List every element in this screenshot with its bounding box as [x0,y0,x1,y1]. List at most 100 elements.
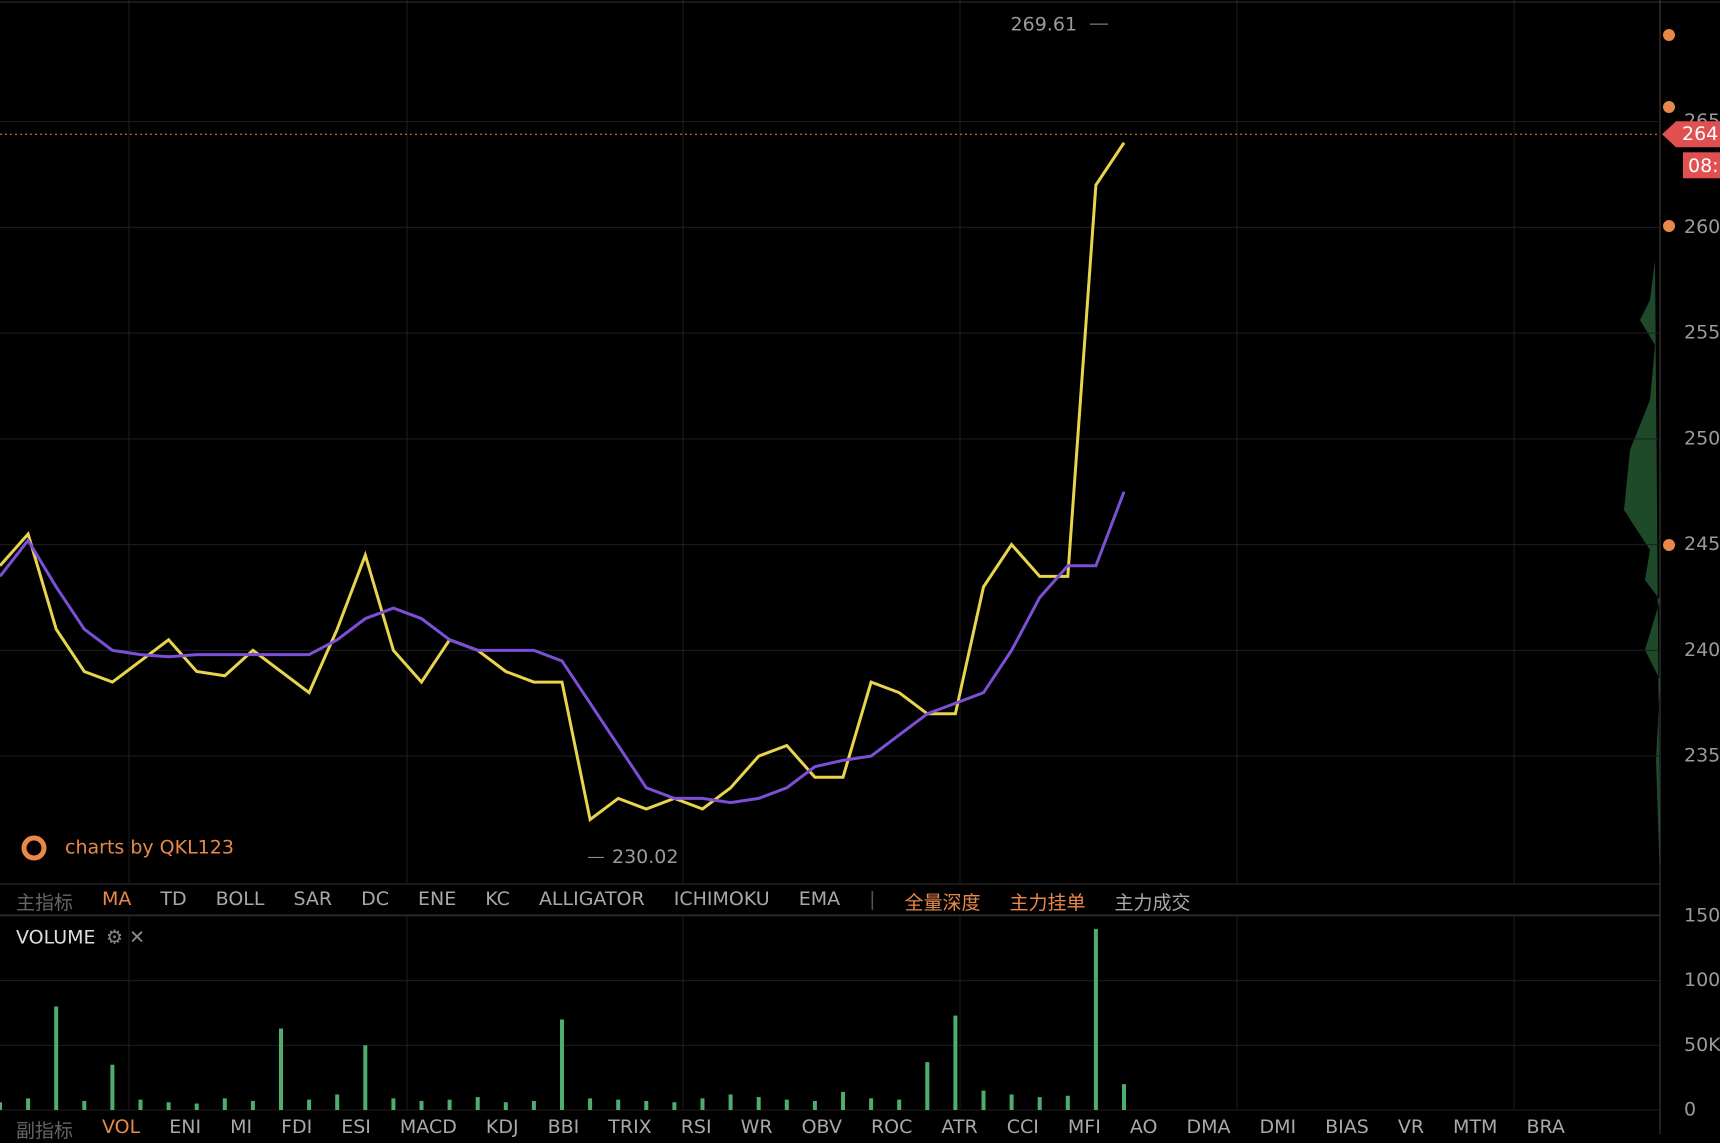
indicator-tab[interactable]: BOLL [215,888,265,910]
indicator-tab[interactable]: ESI [341,1116,371,1138]
volume-bar [279,1028,283,1110]
volume-title: VOLUME [16,927,96,949]
y-tick-label: 100K [1684,969,1720,991]
volume-bar [784,1099,789,1110]
indicator-tab[interactable]: EMA [798,888,841,910]
volume-bar [1037,1097,1042,1110]
indicator-tab[interactable]: ATR [941,1116,978,1138]
volume-bar [307,1099,312,1110]
y-tick-label: 250 [1684,427,1720,449]
indicator-tab[interactable]: 主力成交 [1114,892,1191,914]
y-tick-label: 240 [1684,639,1720,661]
indicator-tab[interactable]: VOL [102,1116,141,1138]
volume-bar [812,1100,817,1110]
y-tick-label: 260 [1684,216,1720,238]
volume-bar [26,1098,31,1110]
y-tick-label: 150K [1684,905,1720,927]
indicator-tab[interactable]: ENI [169,1116,202,1138]
indicator-tab[interactable]: BIAS [1325,1116,1369,1138]
indicator-tab[interactable]: MI [230,1116,253,1138]
indicator-tab[interactable]: FDI [281,1116,313,1138]
volume-bar [925,1062,930,1110]
volume-bar [728,1094,733,1110]
indicator-tab[interactable]: BRA [1526,1116,1565,1138]
volume-bar [841,1091,845,1110]
indicator-tab[interactable]: CCI [1006,1116,1039,1138]
y-tick-label: 50K [1684,1034,1720,1056]
volume-bar [363,1045,368,1110]
volume-bar [335,1094,340,1110]
indicator-tab[interactable]: VR [1397,1116,1425,1138]
volume-bar [250,1100,255,1110]
settings-icon[interactable]: ⚙ ✕ [106,927,145,949]
indicator-tab[interactable]: SAR [293,888,333,910]
volume-bar [1093,928,1098,1110]
indicator-tab[interactable]: KC [485,888,510,910]
volume-bar [672,1102,677,1110]
indicator-tab[interactable]: DMA [1186,1116,1231,1138]
volume-bar [222,1098,227,1110]
indicator-tab[interactable]: ICHIMOKU [673,888,770,910]
volume-bar [475,1097,480,1110]
indicator-tab[interactable]: 主力挂单 [1009,892,1086,914]
volume-bar [110,1064,115,1110]
indicator-tab[interactable]: DC [361,888,390,910]
volume-bar [616,1099,621,1110]
volume-bar [82,1100,87,1110]
watermark-logo [21,835,47,861]
volume-bar [194,1103,199,1110]
price-badge-label: 264 [1682,123,1718,145]
y-tick-label: 255 [1684,322,1720,344]
indicator-tab[interactable]: 副指标 [16,1120,74,1142]
volume-bar [897,1099,902,1110]
indicator-tab[interactable]: ALLIGATOR [538,888,645,910]
indicator-tab[interactable]: OBV [801,1116,842,1138]
volume-bar [447,1099,452,1110]
volume-bar [981,1090,986,1110]
indicator-tab[interactable]: KDJ [485,1116,519,1138]
indicator-tab[interactable]: 主指标 [16,892,74,914]
volume-bar [869,1098,874,1110]
volume-bar [644,1100,649,1110]
y-tick-label: 245 [1684,533,1720,555]
y-tick-label: 0 [1684,1099,1696,1121]
indicator-tab[interactable]: 全量深度 [904,892,981,914]
indicator-tab[interactable]: TD [160,888,187,910]
indicator-tab[interactable]: TRIX [608,1116,652,1138]
depth-shape [1624,260,1660,880]
volume-bar [588,1098,593,1110]
volume-bar [391,1098,396,1110]
indicator-tab[interactable]: RSI [680,1116,712,1138]
volume-bar [1009,1094,1014,1110]
volume-bar [953,1015,958,1110]
indicator-tab[interactable]: MFI [1067,1116,1101,1138]
indicator-tab[interactable]: WR [740,1116,773,1138]
volume-bar [0,1102,2,1110]
volume-bar [1122,1084,1126,1110]
time-badge [1683,152,1720,179]
indicator-tab[interactable]: DMI [1259,1116,1297,1138]
high-label: 269.61 [1011,14,1077,36]
volume-bar [166,1102,171,1110]
time-badge-label: 08: [1688,155,1719,177]
indicator-tab[interactable]: | [869,888,876,910]
indicator-tab[interactable]: ENE [418,888,457,910]
ma-line [0,491,1126,805]
volume-bar [700,1098,705,1110]
indicator-tab[interactable]: MACD [399,1116,457,1138]
indicator-tab[interactable]: ROC [870,1116,913,1138]
indicator-tab[interactable]: MTM [1453,1116,1498,1138]
low-label: 230.02 [612,846,678,868]
volume-bar [503,1102,508,1110]
volume-bar [54,1006,59,1110]
volume-bar [419,1100,424,1110]
main-indicator-bar: 主指标 MA TD BOLL SAR DC ENE KC ALLIGATOR ICHIMOKU EM… [16,888,1676,915]
indicator-tab[interactable]: MA [102,888,132,910]
watermark: charts by QKL123 [65,837,234,859]
indicator-tab[interactable]: BBI [547,1116,580,1138]
volume-bar [138,1099,143,1110]
indicator-tab[interactable]: AO [1129,1116,1158,1138]
ma-line [0,141,1126,823]
